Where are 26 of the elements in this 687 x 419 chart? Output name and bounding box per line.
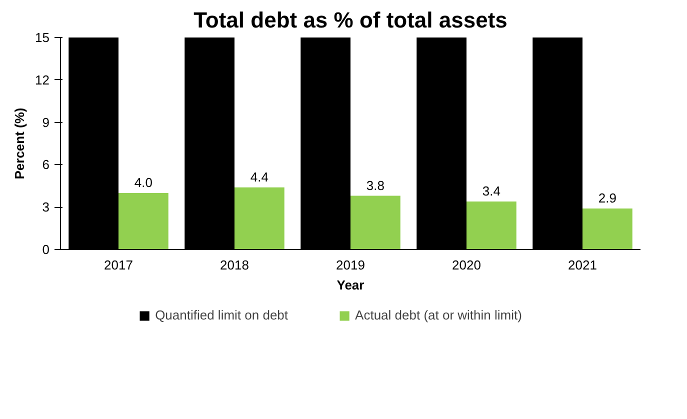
bar [118, 192, 168, 250]
y-tick-label: 0 [42, 242, 50, 257]
y-tick-label: 3 [42, 200, 50, 215]
data-label: 4.0 [134, 174, 152, 190]
x-axis-title: Year [336, 278, 364, 292]
data-label: 3.4 [482, 183, 500, 198]
chart-title: Total debt as % of total assets [194, 8, 508, 32]
bar [582, 208, 632, 250]
y-tick-label: 15 [35, 30, 50, 45]
bar [350, 196, 400, 250]
data-label: 4.4 [250, 169, 268, 184]
x-tick-label: 2019 [336, 258, 365, 272]
bar [234, 187, 284, 250]
legend-label: Quantified limit on debt [155, 308, 288, 322]
y-tick-label: 9 [42, 114, 50, 130]
x-tick-label: 2017 [104, 258, 133, 272]
y-tick-label: 12 [35, 72, 50, 88]
y-axis-title: Percent (%) [12, 108, 28, 180]
y-tick-label: 6 [42, 157, 50, 172]
data-label: 2.9 [598, 190, 616, 206]
bar [466, 201, 516, 250]
x-tick-label: 2021 [568, 258, 597, 272]
x-tick-label: 2018 [220, 258, 249, 272]
x-tick-label: 2020 [452, 258, 481, 272]
legend-label: Actual debt (at or within limit) [355, 308, 522, 322]
data-label: 3.8 [366, 178, 384, 193]
